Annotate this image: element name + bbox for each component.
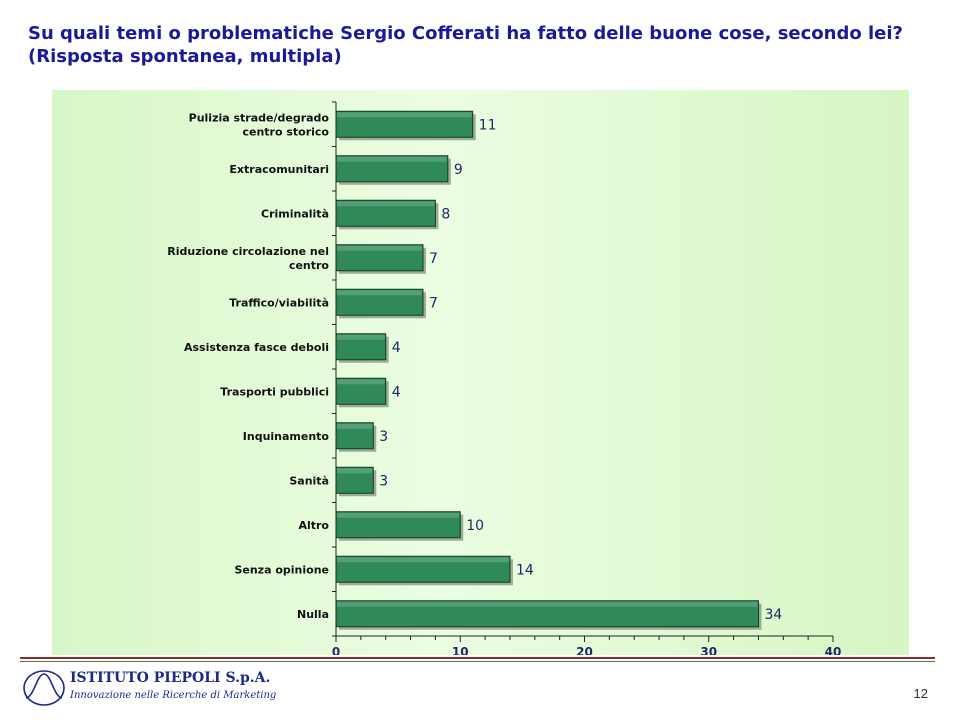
category-label: Senza opinione — [234, 563, 329, 576]
value-label: 34 — [764, 607, 782, 623]
category-label-line: Traffico/viabilità — [229, 296, 329, 309]
value-label: 14 — [516, 562, 534, 578]
bar-highlight — [337, 468, 373, 474]
value-label: 4 — [392, 340, 401, 356]
category-label: Criminalità — [261, 207, 329, 220]
value-label: 7 — [429, 295, 438, 311]
category-label-line: Nulla — [297, 608, 329, 621]
category-label-line: Riduzione circolazione nel — [167, 245, 329, 258]
category-label: Inquinamento — [243, 430, 330, 443]
category-label: Traffico/viabilità — [229, 296, 329, 309]
bar — [335, 288, 424, 316]
category-label: Trasporti pubblici — [220, 385, 329, 398]
bar-highlight — [337, 112, 472, 118]
bar-highlight — [337, 201, 435, 207]
category-label-line: Assistenza fasce deboli — [184, 341, 329, 354]
footer-rule-bottom — [20, 661, 935, 662]
value-label: 7 — [429, 251, 438, 267]
title-line-1: Su quali temi o problematiche Sergio Cof… — [28, 23, 903, 44]
value-label: 3 — [379, 473, 388, 489]
bar-highlight — [337, 290, 422, 296]
value-label: 11 — [479, 117, 497, 133]
category-label: Pulizia strade/degrado centro storico — [189, 111, 330, 138]
value-label: 3 — [379, 429, 388, 445]
bar — [335, 244, 424, 272]
bar — [335, 600, 759, 628]
category-label-line: Pulizia strade/degrado — [189, 111, 330, 124]
bar-chart: Pulizia strade/degrado centro storico 11 Ex… — [167, 101, 842, 655]
category-label-line: Inquinamento — [243, 430, 330, 443]
category-label: Riduzione circolazione nel centro — [167, 245, 329, 272]
x-tick-label: 40 — [825, 645, 842, 655]
category-label: Sanità — [289, 474, 329, 487]
category-label-line: centro storico — [242, 125, 329, 138]
bar — [335, 110, 474, 138]
bar — [335, 555, 511, 583]
x-tick-label: 30 — [700, 645, 717, 655]
bar-highlight — [337, 334, 385, 340]
chart-panel: Pulizia strade/degrado centro storico 11 Ex… — [52, 90, 909, 655]
bar — [335, 377, 387, 405]
company-logo: ISTITUTO PIEPOLI S.p.A. Innovazione nell… — [22, 666, 282, 710]
category-label-line: Extracomunitari — [229, 163, 329, 176]
x-tick-label: 20 — [576, 645, 593, 655]
title-line-2: (Risposta spontanea, multipla) — [28, 46, 342, 67]
category-label-line: Altro — [298, 519, 329, 532]
category-label: Extracomunitari — [229, 163, 329, 176]
logo-tagline: Innovazione nelle Ricerche di Marketing — [70, 690, 277, 701]
category-label-line: centro — [289, 259, 329, 272]
category-label: Nulla — [297, 608, 329, 621]
category-label-line: Criminalità — [261, 207, 329, 220]
bar-highlight — [337, 512, 460, 518]
bell-curve-logo-icon — [23, 670, 65, 706]
value-label: 4 — [392, 384, 401, 400]
value-label: 9 — [454, 162, 463, 178]
category-label-line: Senza opinione — [234, 563, 329, 576]
x-tick-label: 0 — [332, 645, 340, 655]
x-tick-label: 10 — [452, 645, 469, 655]
bar-highlight — [337, 557, 509, 563]
slide-title: Su quali temi o problematiche Sergio Cof… — [28, 22, 948, 68]
category-label: Assistenza fasce deboli — [184, 341, 329, 354]
bar-highlight — [337, 156, 447, 162]
category-label: Altro — [298, 519, 329, 532]
value-label: 10 — [466, 518, 484, 534]
logo-name: ISTITUTO PIEPOLI S.p.A. — [70, 670, 271, 686]
bar — [335, 511, 461, 539]
footer-rule-top — [20, 657, 935, 659]
bar-highlight — [337, 379, 385, 385]
bar-highlight — [337, 245, 422, 251]
category-label-line: Sanità — [289, 474, 329, 487]
page-number: 12 — [913, 686, 928, 701]
value-label: 8 — [441, 206, 450, 222]
bar-highlight — [337, 423, 373, 429]
bar — [335, 199, 436, 227]
bar-highlight — [337, 601, 758, 607]
category-label-line: Trasporti pubblici — [220, 385, 329, 398]
